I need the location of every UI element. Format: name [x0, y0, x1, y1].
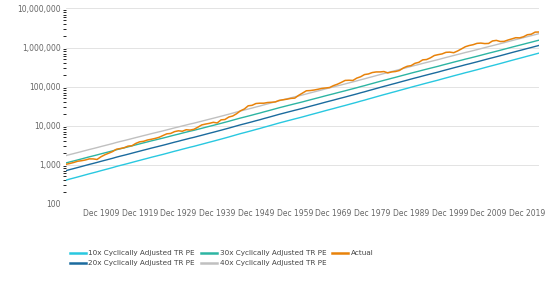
Legend: 10x Cyclically Adjusted TR PE, 20x Cyclically Adjusted TR PE, 30x Cyclically Adj: 10x Cyclically Adjusted TR PE, 20x Cycli… [70, 250, 373, 266]
